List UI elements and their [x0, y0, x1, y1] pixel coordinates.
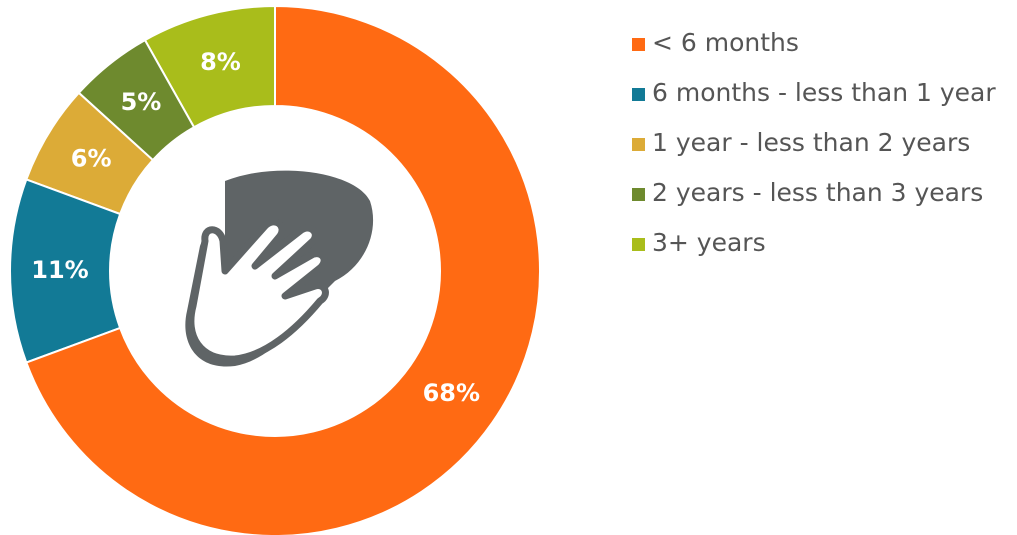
legend-label: 6 months - less than 1 year	[652, 78, 996, 107]
slice	[77, 38, 196, 162]
legend-swatch	[632, 238, 645, 251]
value-label: 8%	[200, 48, 241, 76]
value-label: 5%	[121, 88, 162, 116]
legend-swatch	[632, 88, 645, 101]
legend-label: 2 years - less than 3 years	[652, 178, 983, 207]
legend-label: < 6 months	[652, 28, 799, 57]
slice	[25, 4, 541, 535]
legend-swatch	[632, 188, 645, 201]
value-label: 11%	[31, 256, 88, 284]
legend-label: 1 year - less than 2 years	[652, 128, 970, 157]
slice	[25, 91, 155, 216]
hand-icon	[185, 170, 374, 367]
legend-swatch	[632, 138, 645, 151]
legend-label: 3+ years	[652, 228, 766, 257]
value-label: 6%	[71, 145, 112, 173]
legend-swatch	[632, 38, 645, 51]
value-label: 68%	[423, 379, 480, 407]
slice	[9, 178, 122, 364]
